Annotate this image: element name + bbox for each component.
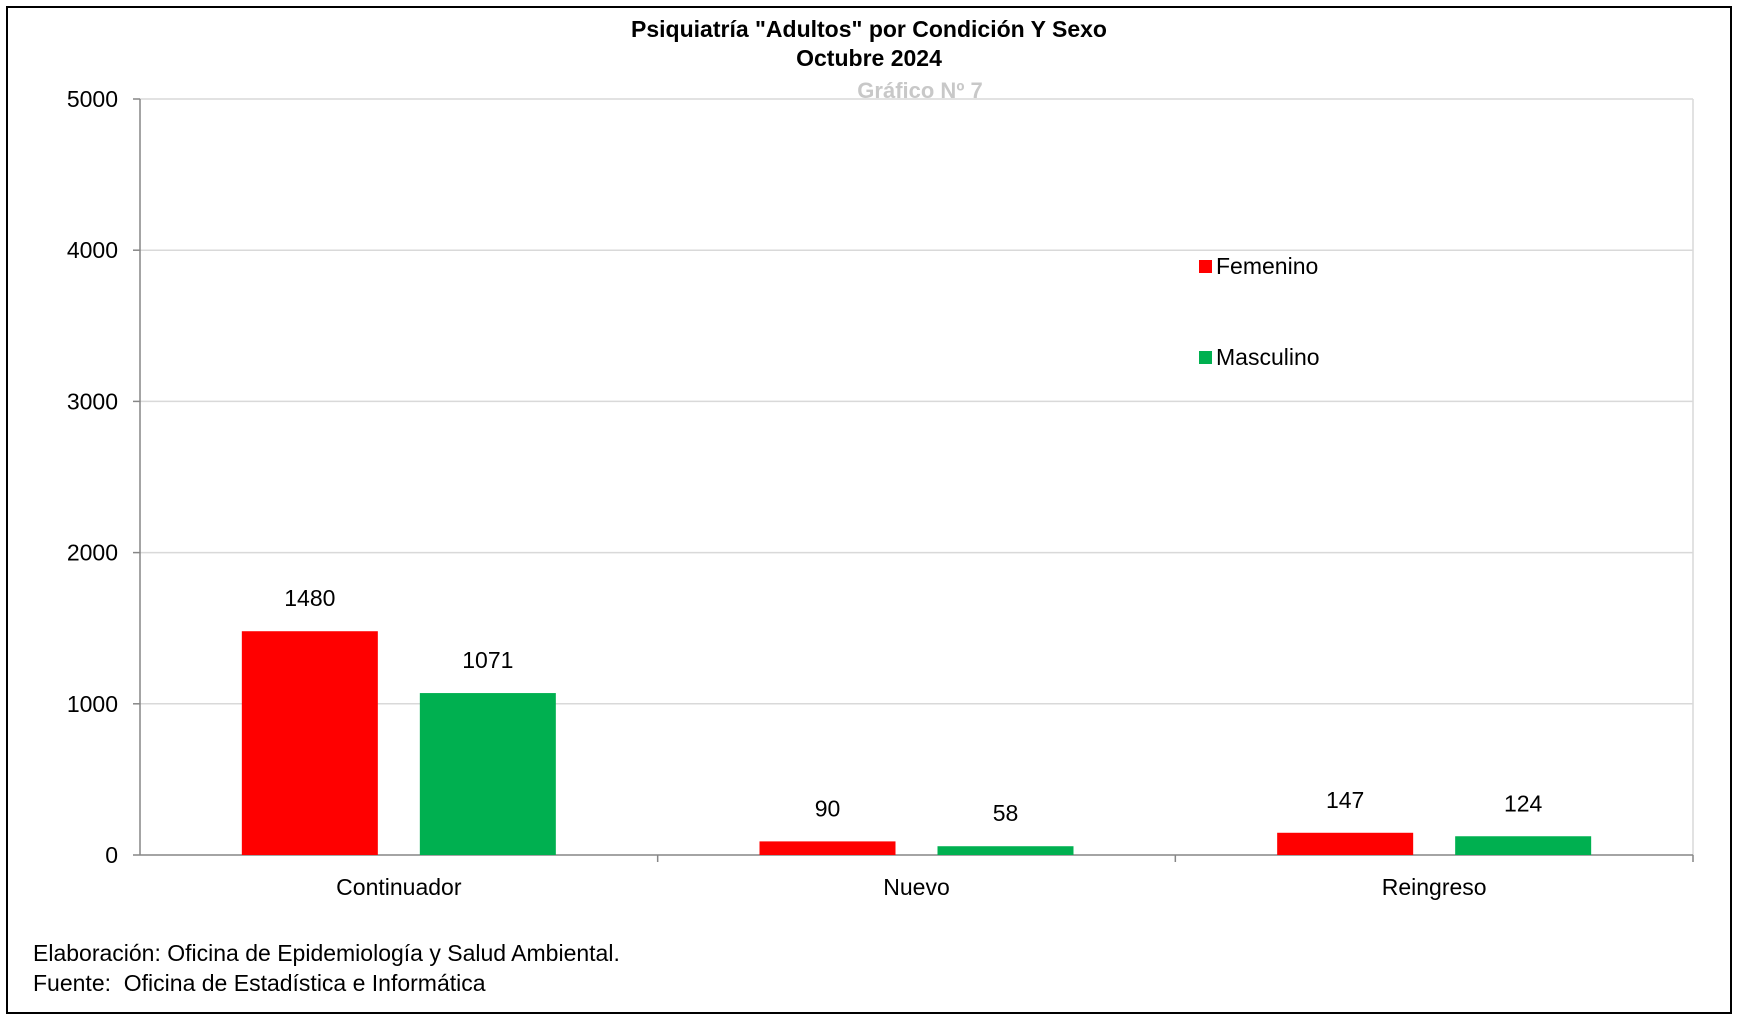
data-label: 58 — [993, 800, 1019, 826]
legend-item-femenino: Femenino — [1199, 253, 1318, 280]
bar-femenino-continuador — [241, 631, 378, 855]
legend-label-masculino: Masculino — [1216, 344, 1320, 370]
bar-femenino-reingreso — [1277, 832, 1414, 855]
y-tick-label: 5000 — [67, 86, 118, 112]
chart-title: Psiquiatría "Adultos" por Condición Y Se… — [631, 16, 1107, 42]
data-label: 90 — [815, 795, 841, 821]
bar-masculino-nuevo — [937, 846, 1074, 855]
data-label: 147 — [1326, 787, 1364, 813]
y-tick-label: 2000 — [67, 540, 118, 566]
legend-label-femenino: Femenino — [1216, 253, 1319, 279]
chart-subtitle: Octubre 2024 — [796, 45, 942, 71]
y-tick-label: 3000 — [67, 388, 118, 414]
legend-swatch-femenino — [1199, 260, 1212, 273]
x-tick-label: Reingreso — [1382, 874, 1487, 900]
bar-masculino-continuador — [419, 693, 556, 855]
footer-source: Fuente: Oficina de Estadística e Informá… — [33, 970, 486, 996]
legend-swatch-masculino — [1199, 351, 1212, 364]
bar-masculino-reingreso — [1455, 836, 1592, 855]
y-tick-label: 1000 — [67, 691, 118, 717]
data-label: 1480 — [284, 585, 335, 611]
y-tick-label: 0 — [105, 842, 118, 868]
x-tick-label: Continuador — [336, 874, 462, 900]
data-label: 124 — [1504, 790, 1543, 816]
data-label: 1071 — [462, 647, 513, 673]
y-tick-label: 4000 — [67, 237, 118, 263]
legend-item-masculino: Masculino — [1199, 344, 1320, 371]
footer-credit: Elaboración: Oficina de Epidemiología y … — [33, 940, 620, 966]
bar-femenino-nuevo — [759, 841, 896, 855]
x-tick-label: Nuevo — [883, 874, 949, 900]
